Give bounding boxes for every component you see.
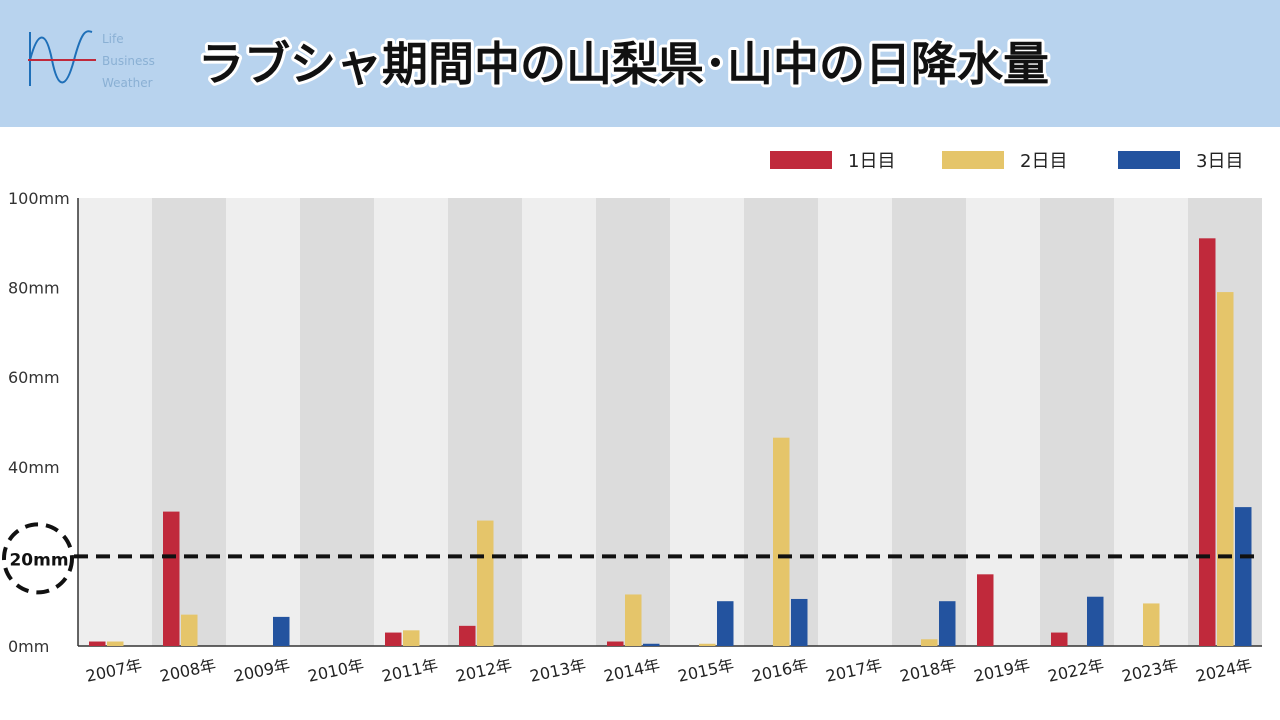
category-band	[78, 198, 152, 646]
y-tick-label: 40mm	[8, 458, 60, 477]
bar	[403, 630, 420, 646]
bar	[1217, 292, 1234, 646]
bar	[717, 601, 734, 646]
category-band	[818, 198, 892, 646]
bar	[643, 643, 660, 646]
bar	[773, 437, 790, 646]
x-tick-label: 2016年	[750, 655, 809, 685]
legend-swatch	[1118, 151, 1180, 169]
y-tick-label: 0mm	[8, 637, 49, 656]
bar	[625, 594, 642, 646]
legend-item: 2日目	[942, 144, 1067, 176]
logo: Life Business Weather	[24, 24, 174, 104]
category-band	[892, 198, 966, 646]
x-tick-label: 2011年	[380, 655, 439, 685]
bar	[181, 614, 198, 646]
x-tick-label: 2010年	[306, 655, 365, 685]
x-tick-label: 2009年	[232, 655, 291, 685]
category-band	[300, 198, 374, 646]
y-tick-label: 80mm	[8, 279, 60, 298]
bar	[607, 641, 624, 646]
bar	[1051, 632, 1068, 646]
category-band	[1040, 198, 1114, 646]
logo-line: Business	[102, 54, 155, 68]
bar	[385, 632, 402, 646]
legend-item: 3日目	[1118, 144, 1243, 176]
legend-label: 3日目	[1196, 151, 1244, 172]
y-tick-label: 100mm	[8, 189, 70, 208]
bar	[939, 601, 956, 646]
y-tick-label: 60mm	[8, 368, 60, 387]
bar	[163, 511, 180, 646]
bar	[921, 639, 938, 646]
legend: 1日目 2日目 3日目	[760, 144, 1270, 176]
x-tick-label: 2008年	[158, 655, 217, 685]
category-band	[374, 198, 448, 646]
x-tick-label: 2018年	[898, 655, 957, 685]
title-svg: ラブシャ期間中の山梨県･山中の日降水量	[195, 34, 1052, 94]
category-band	[226, 198, 300, 646]
legend-label: 1日目	[848, 151, 896, 172]
bar	[273, 616, 290, 646]
bar	[977, 574, 994, 646]
x-tick-label: 2023年	[1120, 655, 1179, 685]
legend-item: 1日目	[770, 144, 895, 176]
x-tick-label: 2024年	[1194, 655, 1253, 685]
bar	[459, 625, 476, 646]
bar	[107, 641, 124, 646]
weather-logo-icon	[28, 30, 96, 86]
category-band	[966, 198, 1040, 646]
legend-swatch	[942, 151, 1004, 169]
category-band	[1114, 198, 1188, 646]
logo-text: Life Business Weather	[102, 28, 155, 94]
x-tick-label: 2017年	[824, 655, 883, 685]
x-tick-label: 2019年	[972, 655, 1031, 685]
bar	[1235, 507, 1252, 646]
legend-swatch	[770, 151, 832, 169]
category-band	[596, 198, 670, 646]
x-tick-label: 2007年	[84, 655, 143, 685]
x-tick-label: 2022年	[1046, 655, 1105, 685]
legend-label: 2日目	[1020, 151, 1068, 172]
bar	[1199, 238, 1216, 646]
category-band	[522, 198, 596, 646]
logo-line: Weather	[102, 76, 153, 90]
x-tick-label: 2013年	[528, 655, 587, 685]
category-band	[670, 198, 744, 646]
x-tick-label: 2012年	[454, 655, 513, 685]
bar	[1143, 603, 1160, 646]
page-title: ラブシャ期間中の山梨県･山中の日降水量	[198, 37, 1049, 91]
header-banner: Life Business Weather ラブシャ期間中の山梨県･山中の日降水…	[0, 0, 1280, 127]
bar	[477, 520, 494, 646]
reference-circle	[2, 522, 74, 595]
bar	[699, 643, 716, 646]
x-tick-label: 2015年	[676, 655, 735, 685]
bar-chart: 0mm 40mm 60mm 80mm 100mm 2007年 2008年 2009年 2010年…	[2, 189, 1262, 686]
bar	[1087, 596, 1104, 646]
bar	[791, 598, 808, 646]
bar	[89, 641, 106, 646]
reference-label: 20mm	[9, 550, 68, 570]
x-tick-label: 2014年	[602, 655, 661, 685]
logo-line: Life	[102, 32, 124, 46]
